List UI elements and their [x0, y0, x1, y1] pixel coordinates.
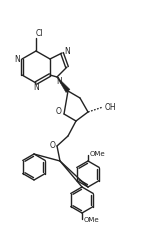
Text: Cl: Cl [35, 29, 43, 37]
Text: N: N [14, 55, 20, 63]
Text: OMe: OMe [89, 151, 105, 157]
Text: O: O [56, 107, 62, 117]
Text: O: O [50, 140, 56, 150]
Polygon shape [57, 77, 70, 92]
Text: OH: OH [104, 102, 116, 111]
Text: N: N [33, 83, 39, 91]
Text: N: N [56, 77, 62, 85]
Text: N: N [64, 47, 70, 55]
Text: OMe: OMe [83, 217, 99, 223]
